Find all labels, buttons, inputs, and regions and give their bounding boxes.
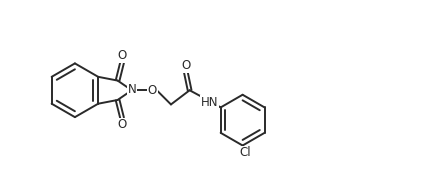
Text: O: O bbox=[181, 59, 190, 72]
Text: O: O bbox=[148, 84, 157, 97]
Text: HN: HN bbox=[201, 96, 218, 109]
Text: O: O bbox=[118, 118, 127, 131]
Text: N: N bbox=[127, 83, 136, 96]
Text: Cl: Cl bbox=[240, 146, 251, 159]
Text: O: O bbox=[118, 49, 127, 62]
